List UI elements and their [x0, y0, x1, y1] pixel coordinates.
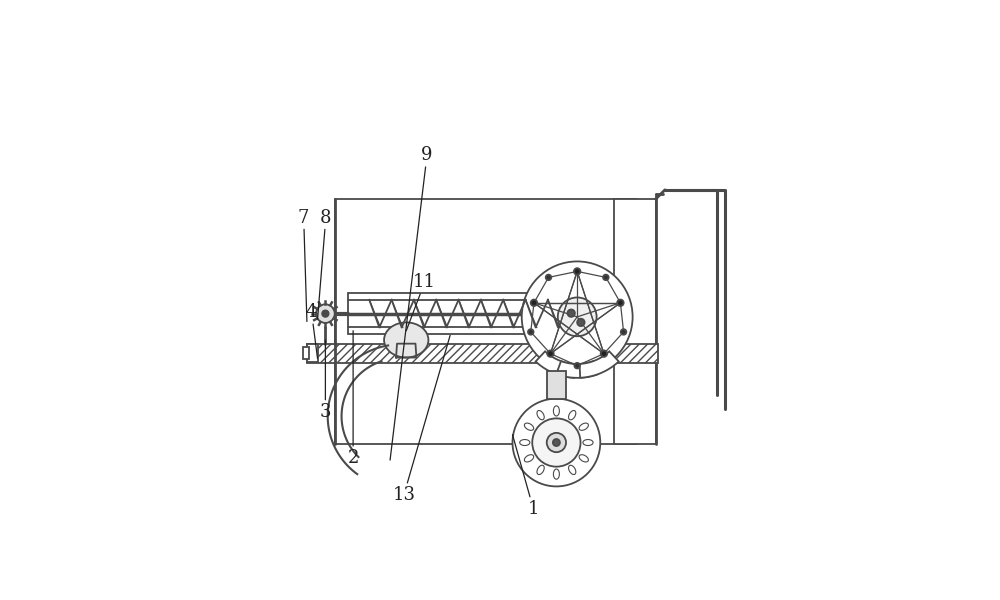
Ellipse shape: [579, 455, 588, 462]
Ellipse shape: [520, 440, 530, 446]
Circle shape: [621, 329, 626, 335]
Bar: [303, 347, 309, 359]
Polygon shape: [536, 352, 575, 378]
Text: 9: 9: [390, 146, 433, 460]
Ellipse shape: [537, 410, 544, 420]
Polygon shape: [556, 361, 598, 378]
Bar: [614, 199, 656, 444]
Text: 2: 2: [347, 331, 359, 467]
Ellipse shape: [384, 322, 428, 358]
Circle shape: [567, 310, 575, 317]
Circle shape: [577, 319, 585, 326]
Circle shape: [547, 350, 554, 357]
Circle shape: [528, 329, 534, 335]
Ellipse shape: [524, 455, 534, 462]
Text: 13: 13: [392, 335, 450, 504]
Circle shape: [553, 439, 560, 446]
Ellipse shape: [569, 465, 576, 475]
Circle shape: [547, 433, 566, 452]
Circle shape: [603, 275, 609, 280]
Bar: [348, 293, 575, 334]
Circle shape: [601, 350, 607, 357]
Bar: [547, 371, 566, 398]
Ellipse shape: [553, 469, 559, 479]
Circle shape: [546, 275, 551, 280]
Circle shape: [574, 268, 580, 275]
Ellipse shape: [524, 423, 534, 430]
Ellipse shape: [553, 406, 559, 416]
Bar: [335, 199, 637, 444]
Text: 1: 1: [512, 434, 539, 518]
Text: 3: 3: [320, 340, 331, 421]
Circle shape: [531, 299, 537, 306]
Ellipse shape: [579, 423, 588, 430]
Circle shape: [617, 299, 624, 306]
Polygon shape: [580, 352, 619, 378]
Text: 8: 8: [318, 209, 332, 319]
Ellipse shape: [583, 440, 593, 446]
Text: 4: 4: [306, 303, 318, 358]
Circle shape: [522, 262, 633, 372]
Bar: [307, 344, 318, 362]
Text: 7: 7: [298, 209, 309, 322]
Circle shape: [574, 363, 580, 368]
Bar: [307, 344, 658, 363]
Ellipse shape: [569, 410, 576, 420]
Circle shape: [512, 398, 600, 487]
Circle shape: [316, 304, 335, 323]
Polygon shape: [396, 344, 416, 358]
Text: 11: 11: [406, 273, 436, 331]
Circle shape: [558, 298, 597, 336]
Circle shape: [532, 418, 581, 467]
Ellipse shape: [537, 465, 544, 475]
Circle shape: [322, 310, 329, 317]
